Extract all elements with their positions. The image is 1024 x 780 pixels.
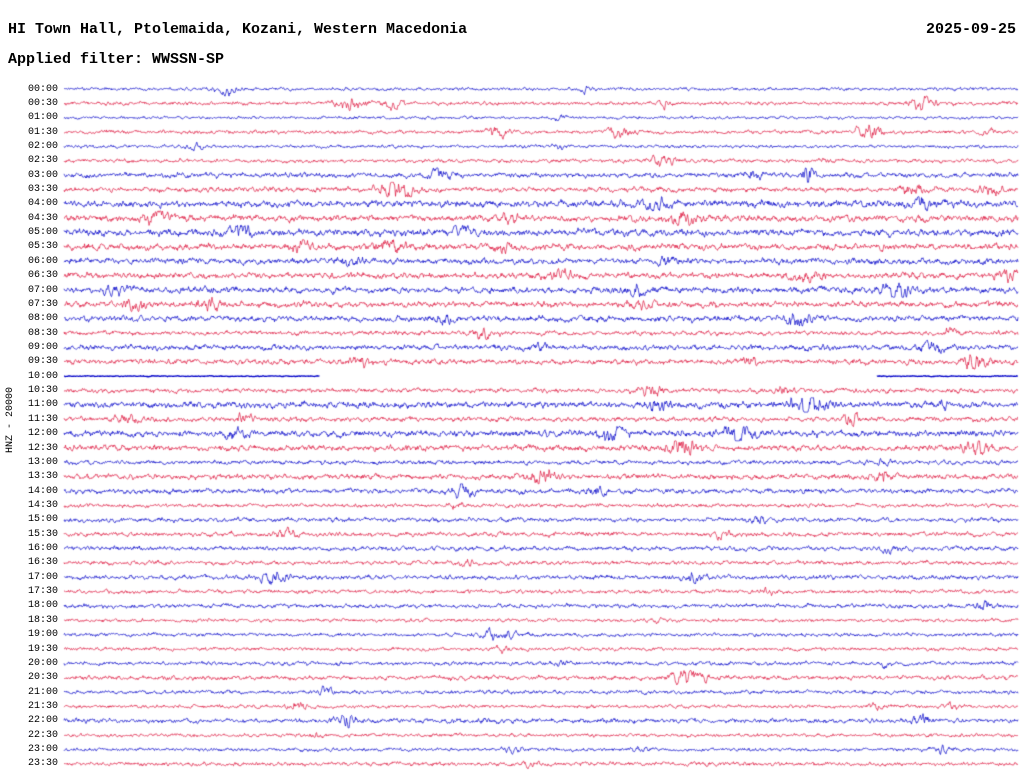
time-label: 18:00	[27, 600, 58, 612]
time-label: 08:00	[27, 313, 58, 325]
time-label: 04:30	[27, 212, 58, 224]
station-title: HI Town Hall, Ptolemaida, Kozani, Wester…	[8, 21, 468, 38]
time-label: 01:30	[27, 126, 58, 138]
time-label: 06:30	[27, 270, 58, 282]
time-label: 14:00	[27, 485, 58, 497]
time-label: 12:00	[27, 428, 58, 440]
time-label: 19:00	[27, 629, 58, 641]
time-label: 09:30	[27, 356, 58, 368]
time-label: 15:30	[27, 528, 58, 540]
time-label: 12:30	[27, 442, 58, 454]
time-label: 09:00	[27, 341, 58, 353]
time-label: 19:30	[27, 643, 58, 655]
time-label: 10:30	[27, 385, 58, 397]
time-label: 03:00	[27, 169, 58, 181]
time-label: 20:30	[27, 672, 58, 684]
time-label: 13:00	[27, 456, 58, 468]
time-label: 13:30	[27, 471, 58, 483]
date-label: 2025-09-25	[925, 21, 1016, 38]
time-label: 17:30	[27, 586, 58, 598]
time-label: 14:30	[27, 499, 58, 511]
time-label: 07:00	[27, 284, 58, 296]
time-label: 22:30	[27, 729, 58, 741]
time-label: 10:00	[27, 370, 58, 382]
time-label: 11:00	[27, 399, 58, 411]
time-label: 17:00	[27, 571, 58, 583]
time-label: 02:30	[27, 155, 58, 167]
time-label: 05:30	[27, 241, 58, 253]
time-label: 15:00	[27, 514, 58, 526]
time-label: 01:00	[27, 112, 58, 124]
time-label: 00:00	[27, 83, 58, 95]
time-label: 02:00	[27, 140, 58, 152]
time-label: 16:00	[27, 543, 58, 555]
time-label: 22:00	[27, 715, 58, 727]
time-label: 00:30	[27, 97, 58, 109]
time-label: 08:30	[27, 327, 58, 339]
time-label: 05:00	[27, 227, 58, 239]
time-label: 21:30	[27, 700, 58, 712]
time-label: 23:30	[27, 758, 58, 770]
time-label: 20:00	[27, 657, 58, 669]
time-label: 21:00	[27, 686, 58, 698]
time-label: 11:30	[27, 413, 58, 425]
time-label: 03:30	[27, 184, 58, 196]
time-label: 23:00	[27, 744, 58, 756]
time-label: 06:00	[27, 255, 58, 267]
time-label: 16:30	[27, 557, 58, 569]
time-label: 07:30	[27, 298, 58, 310]
time-label: 04:00	[27, 198, 58, 210]
filter-label: Applied filter: WWSSN-SP	[8, 51, 225, 68]
time-label: 18:30	[27, 614, 58, 626]
